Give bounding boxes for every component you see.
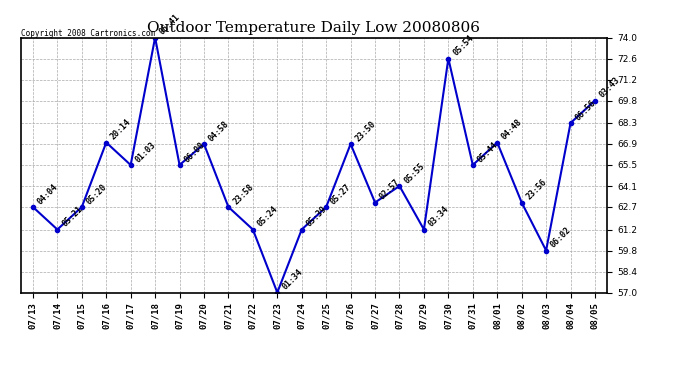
Text: 05:20: 05:20 <box>85 182 108 206</box>
Text: 03:34: 03:34 <box>426 205 451 229</box>
Text: 05:27: 05:27 <box>329 182 353 206</box>
Text: Copyright 2008 Cartronics.com: Copyright 2008 Cartronics.com <box>21 28 155 38</box>
Text: 23:50: 23:50 <box>353 119 377 143</box>
Text: 05:39: 05:39 <box>304 205 328 229</box>
Text: 01:03: 01:03 <box>133 140 157 164</box>
Text: 01:34: 01:34 <box>280 268 304 292</box>
Text: 02:57: 02:57 <box>378 178 402 202</box>
Text: 04:48: 04:48 <box>500 118 524 142</box>
Text: 06:41: 06:41 <box>158 13 182 37</box>
Text: 04:04: 04:04 <box>36 182 60 206</box>
Title: Outdoor Temperature Daily Low 20080806: Outdoor Temperature Daily Low 20080806 <box>148 21 480 35</box>
Text: 05:55: 05:55 <box>402 161 426 185</box>
Text: 20:14: 20:14 <box>109 118 133 142</box>
Text: 05:24: 05:24 <box>255 205 279 229</box>
Text: 04:58: 04:58 <box>207 119 230 143</box>
Text: 03:43: 03:43 <box>598 76 622 100</box>
Text: 23:56: 23:56 <box>524 178 549 202</box>
Text: 05:44: 05:44 <box>475 140 500 164</box>
Text: 23:58: 23:58 <box>231 182 255 206</box>
Text: 06:00: 06:00 <box>182 140 206 164</box>
Text: 05:54: 05:54 <box>451 34 475 58</box>
Text: 06:56: 06:56 <box>573 98 598 122</box>
Text: 05:21: 05:21 <box>60 205 84 229</box>
Text: 06:02: 06:02 <box>549 226 573 250</box>
